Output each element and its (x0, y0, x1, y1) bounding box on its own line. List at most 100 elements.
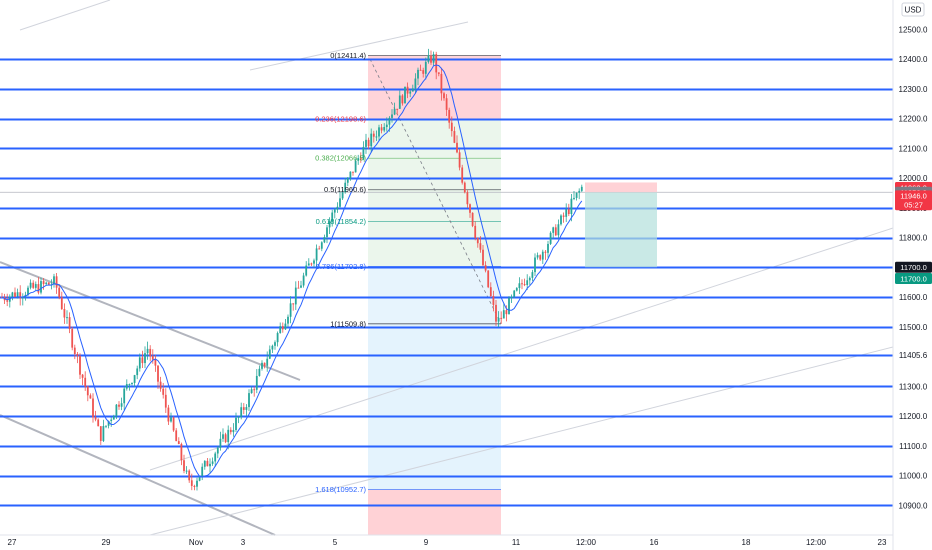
candle-body (6, 300, 9, 302)
candle-body (578, 190, 581, 193)
candle-body (385, 124, 388, 127)
candle-body (214, 453, 217, 462)
candle-body (294, 287, 297, 305)
candle-body (287, 316, 289, 324)
price-tick-label: 12200.0 (899, 115, 928, 124)
candle-body (281, 326, 284, 330)
candle-body (352, 171, 354, 173)
fib-label: 1(11509.8) (330, 319, 366, 328)
candle-body (209, 463, 211, 467)
candle-body (63, 309, 66, 318)
candle-body (552, 227, 555, 233)
time-tick-label: 18 (742, 538, 751, 547)
candle-body (367, 139, 370, 147)
time-tick-label: 27 (8, 538, 17, 547)
candle-body (500, 317, 503, 319)
candle-body (580, 186, 583, 191)
candle-body (250, 389, 253, 394)
candle-body (29, 282, 32, 288)
candle-body (495, 304, 497, 322)
candle-body (422, 70, 425, 74)
fib-label: 0.786(11702.8) (316, 262, 367, 271)
candle-body (404, 86, 406, 104)
fib-zone (368, 189, 501, 222)
candle-body (307, 263, 310, 266)
price-axis[interactable]: USD 12500.0 12400.0 12300.0 12200.0 12100.0 1… (892, 0, 932, 550)
candle-body (362, 146, 365, 160)
candle-body (172, 417, 175, 431)
fib-trend-dashed (369, 58, 502, 325)
price-tag (895, 199, 932, 211)
candle-body (34, 284, 37, 288)
trend-line-thin-c (249, 21, 469, 71)
candle-body (349, 171, 352, 178)
candle-body (315, 248, 318, 261)
candle-body (328, 221, 331, 228)
candle-body (492, 296, 495, 305)
candle-body (302, 275, 305, 286)
candle-body (232, 429, 235, 433)
candle-body (333, 209, 336, 213)
candle-body (206, 460, 209, 467)
candle-body (112, 416, 115, 420)
time-tick-label: 12:00 (806, 538, 827, 547)
candle-body (16, 292, 19, 298)
candle-body (456, 142, 458, 153)
price-tick-label: 11600.0 (899, 293, 928, 302)
candle-body (528, 277, 531, 281)
price-tick-label: 11000.0 (899, 472, 928, 481)
candle-body (344, 182, 347, 193)
fib-label: 0.382(12066.5) (315, 154, 366, 163)
candle-body (427, 55, 430, 62)
candle-body (190, 480, 193, 486)
candle-body (541, 251, 544, 260)
candle-body (14, 292, 16, 298)
trend-line-upper (0, 261, 301, 381)
candle-body (513, 290, 516, 297)
candle-body (66, 317, 68, 319)
price-tag (895, 273, 932, 285)
candle-body (461, 167, 464, 183)
price-tick-label: 11300.0 (899, 382, 928, 391)
candle-body (487, 270, 490, 288)
candle-body (331, 212, 334, 222)
candle-body (359, 158, 362, 160)
candle-body (336, 206, 339, 210)
candle-body (570, 198, 573, 215)
candle-body (224, 434, 227, 443)
currency-badge[interactable] (901, 2, 925, 17)
candle-body (565, 209, 568, 217)
candle-body (79, 355, 81, 375)
fib-label: 0.236(12198.6) (315, 114, 366, 123)
horizontal-levels[interactable] (0, 58, 893, 507)
fib-zone (368, 158, 501, 190)
price-tick-label: 11800.0 (899, 234, 928, 243)
candle-body (489, 287, 492, 297)
candle-body (466, 192, 469, 205)
candle-body (271, 345, 274, 350)
candle-body (167, 407, 170, 422)
time-axis[interactable]: 27 29 Nov 3 5 9 11 12:00 16 18 12:00 23 (0, 534, 893, 547)
position-tool[interactable] (585, 182, 657, 268)
candle-body (58, 287, 61, 298)
candle-body (105, 425, 107, 427)
candle-body (279, 326, 282, 334)
candle-body (310, 263, 313, 265)
candle-body (484, 265, 487, 271)
candle-body (193, 485, 196, 487)
candle-body (47, 282, 50, 285)
candle-body (292, 303, 295, 305)
candle-body (372, 133, 375, 137)
candle-body (99, 426, 102, 441)
candle-body (523, 284, 526, 286)
price-tick-label: 11405.6 (899, 351, 928, 360)
price-tick-label: 12500.0 (899, 25, 928, 34)
candle-body (398, 95, 401, 109)
candle-body (383, 126, 386, 131)
candle-body (255, 375, 258, 390)
candle-body (526, 280, 529, 285)
time-tick-label: Nov (189, 538, 203, 547)
candle-body (188, 470, 191, 481)
position-target-zone (585, 192, 657, 268)
